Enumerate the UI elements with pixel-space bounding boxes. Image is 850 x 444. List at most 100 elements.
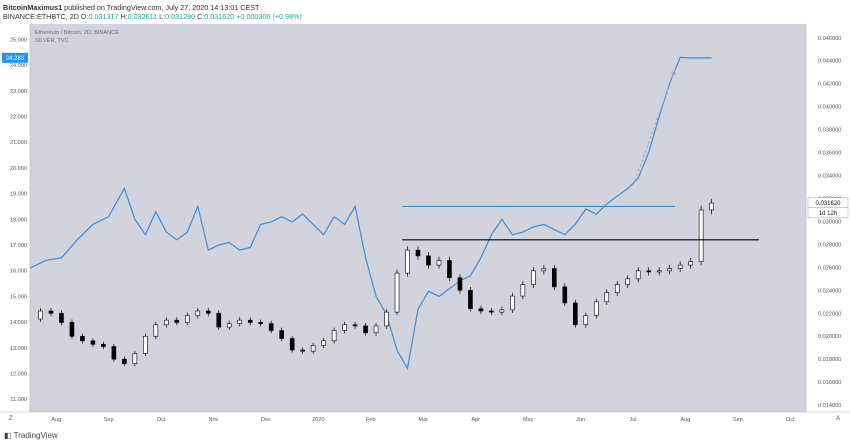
right-tick-label: 0.014000 — [818, 403, 841, 409]
ethbtc-candle — [384, 311, 389, 327]
countdown-tag: 1d 12h — [819, 211, 837, 217]
right-tick-label: 0.046000 — [818, 36, 841, 42]
ethbtc-candle — [520, 284, 526, 297]
time-tick-label: Sep — [733, 417, 743, 423]
ethbtc-candle — [426, 255, 431, 266]
tradingview-icon: ◧ — [4, 431, 12, 440]
ethbtc-candle — [268, 323, 274, 331]
ethbtc-candle — [552, 268, 557, 288]
ethbtc-candle — [143, 335, 148, 354]
ethbtc-candle — [447, 260, 452, 278]
left-tick-label: 22.000 — [10, 115, 27, 121]
left-tick-label: 23.000 — [10, 89, 27, 95]
time-tick-label: Jun — [576, 417, 585, 423]
chart-header: BitcoinMaximus1 published on TradingView… — [0, 0, 850, 24]
ethbtc-candle — [373, 325, 379, 334]
price-chart[interactable]: Ethereum / Bitcoin, 2D, BINANCE SILVER, … — [0, 24, 850, 428]
time-tick-label: Feb — [366, 417, 376, 423]
left-tick-label: 12.000 — [10, 371, 27, 377]
timezone-icon[interactable]: Z — [9, 416, 13, 422]
right-tick-label: 0.026000 — [818, 265, 841, 271]
ethbtc-candle — [153, 324, 159, 337]
ethbtc-candle — [258, 322, 264, 324]
ethbtc-candle — [352, 324, 358, 327]
ethbtc-candle — [468, 290, 473, 309]
high-label: H: — [120, 12, 128, 21]
ethbtc-candle — [635, 270, 641, 280]
auto-scale-icon[interactable]: A — [836, 416, 840, 422]
ethbtc-candle — [677, 264, 683, 269]
ethbtc-candle — [111, 346, 117, 360]
ethbtc-candle — [478, 308, 484, 312]
legend-silver: SILVER, TVC — [35, 38, 69, 44]
countdown-tag-bg — [807, 207, 849, 219]
ethbtc-candle — [656, 270, 662, 273]
time-tick-label: Mar — [418, 417, 428, 423]
time-tick-label: May — [523, 417, 534, 423]
publish-info: published on TradingView.com, July 27, 2… — [64, 3, 260, 12]
ethbtc-candle — [342, 324, 347, 331]
ethbtc-candle — [562, 286, 568, 304]
time-tick-label: Nov — [209, 417, 219, 423]
time-axis: Aug Sep Oct Nov Dec 2020 Feb Mar Apr May Jun Jul Aug… — [51, 417, 795, 423]
ethbtc-candle — [132, 353, 138, 365]
tradingview-logo[interactable]: ◧ TradingView — [4, 431, 58, 440]
right-tick-label: 0.036000 — [818, 151, 841, 157]
left-tick-label: 25.000 — [10, 37, 27, 43]
projection-arrow — [632, 70, 676, 187]
right-tick-label: 0.024000 — [818, 288, 841, 294]
price-tags: 24.283 0.031620 1d 12h — [2, 52, 849, 219]
ethbtc-candle — [583, 315, 589, 326]
time-tick-label: Oct — [786, 417, 795, 423]
author-name[interactable]: BitcoinMaximus1 — [3, 3, 63, 12]
ethbtc-candle — [457, 277, 463, 291]
ethbtc-candle — [90, 340, 96, 345]
ethbtc-candle — [101, 343, 106, 347]
left-tick-label: 15.000 — [10, 294, 27, 300]
ethbtc-candle — [709, 202, 714, 211]
ethbtc-candle — [247, 319, 253, 323]
time-tick-label: Apr — [471, 417, 480, 423]
left-tick-label: 24.000 — [10, 63, 27, 69]
low-label: L: — [159, 12, 166, 21]
plot-area[interactable] — [30, 24, 806, 412]
left-tick-label: 17.000 — [10, 243, 27, 249]
ethbtc-candle — [300, 349, 305, 352]
publish-line: BitcoinMaximus1 published on TradingView… — [3, 3, 259, 12]
ethbtc-candle — [164, 319, 169, 326]
ethbtc-price-tag: 0.031620 — [815, 201, 841, 207]
ethbtc-candle — [289, 338, 295, 351]
ethbtc-candle — [436, 260, 442, 266]
left-tick-label: 18.000 — [10, 217, 27, 223]
ethbtc-candle — [237, 319, 243, 324]
ethbtc-candle — [216, 312, 222, 328]
ethbtc-candle — [226, 323, 232, 328]
ethbtc-candle — [499, 309, 505, 313]
time-tick-label: Aug — [51, 417, 61, 423]
open-label: O: — [80, 12, 89, 21]
time-tick-label: Oct — [157, 417, 166, 423]
ethbtc-candle — [604, 292, 610, 303]
right-axis: 0.046000 0.044000 0.042000 0.040000 0.038000… — [818, 36, 841, 409]
ethbtc-candle — [646, 270, 652, 273]
ethbtc-candle — [48, 310, 54, 314]
right-tick-label: 0.040000 — [818, 105, 841, 111]
ethbtc-candle — [667, 268, 672, 272]
time-tick-label: Jul — [629, 417, 636, 423]
right-tick-label: 0.018000 — [818, 357, 841, 363]
left-tick-label: 19.000 — [10, 192, 27, 198]
ethbtc-candle — [510, 295, 515, 311]
left-tick-label: 21.000 — [10, 140, 27, 146]
right-tick-label: 0.028000 — [818, 242, 841, 248]
annotation-layer — [402, 69, 759, 241]
ethbtc-candle — [593, 301, 599, 316]
ethbtc-candle — [394, 272, 400, 313]
ethbtc-candle — [80, 335, 85, 342]
left-axis: 25.000 24.000 23.000 22.000 21.000 20.000 19.0… — [10, 37, 27, 403]
left-tick-label: 11.000 — [10, 397, 27, 403]
ethbtc-candle — [625, 278, 631, 285]
ethbtc-candle — [38, 310, 43, 320]
left-tick-label: 13.000 — [10, 346, 27, 352]
right-tick-label: 0.038000 — [818, 128, 841, 134]
ethbtc-candle — [331, 330, 337, 342]
